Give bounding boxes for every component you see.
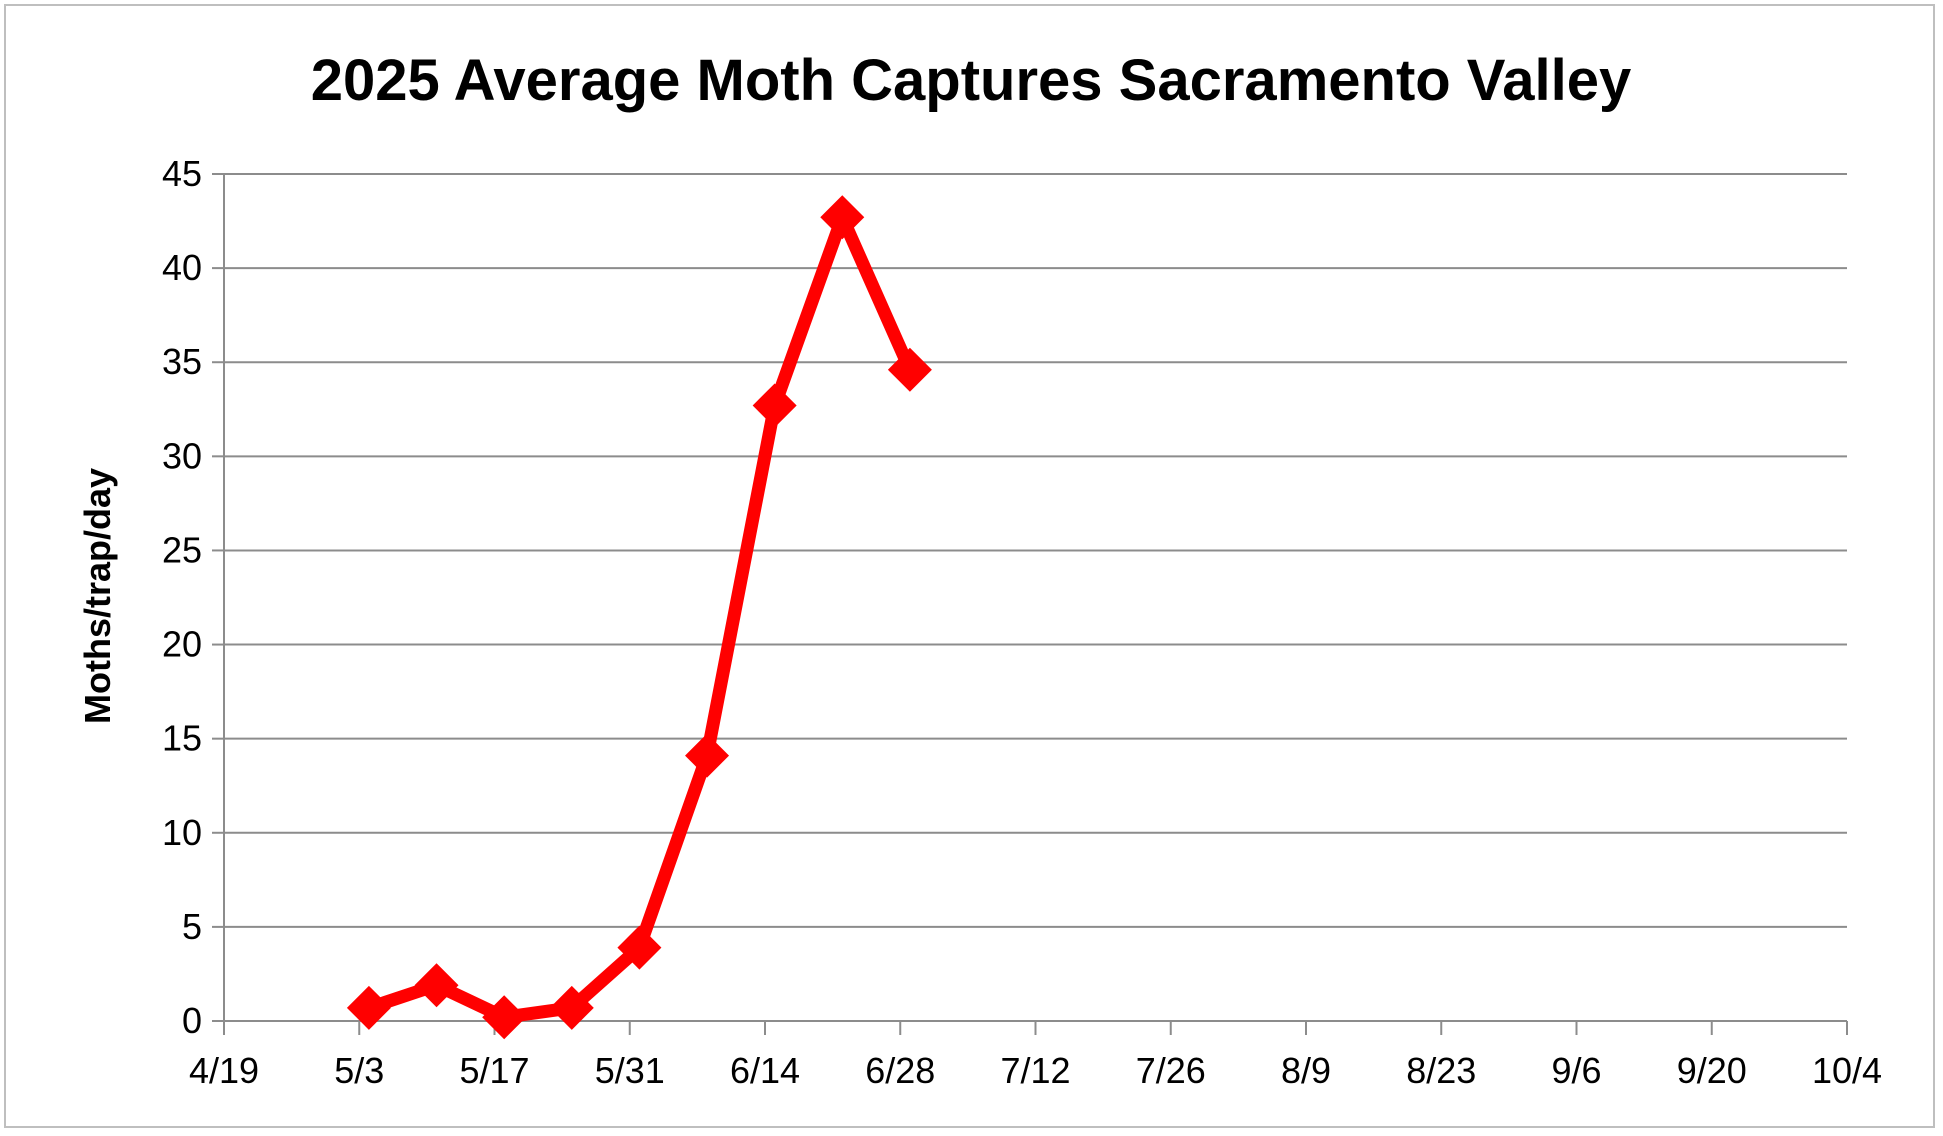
x-tick-label: 6/28 <box>865 1050 935 1091</box>
x-tick-label: 7/12 <box>1000 1050 1070 1091</box>
x-tick-label: 5/17 <box>459 1050 529 1091</box>
y-tick-label: 35 <box>162 341 202 382</box>
y-tick-label: 40 <box>162 247 202 288</box>
data-point-marker <box>617 925 662 970</box>
chart: 2025 Average Moth Captures Sacramento Va… <box>77 48 1882 1091</box>
series-line <box>362 210 917 1024</box>
data-point-marker <box>346 985 391 1030</box>
data-point-marker <box>820 195 865 240</box>
x-tick-label: 10/4 <box>1812 1050 1882 1091</box>
x-tick-label: 5/31 <box>595 1050 665 1091</box>
y-tick-label: 30 <box>162 435 202 476</box>
x-tick-label: 9/20 <box>1677 1050 1747 1091</box>
gridlines <box>224 173 1847 928</box>
y-tick-label: 5 <box>182 906 202 947</box>
data-point-marker <box>752 383 797 428</box>
chart-frame: 2025 Average Moth Captures Sacramento Va… <box>4 4 1935 1128</box>
x-tick-label: 8/23 <box>1406 1050 1476 1091</box>
y-tick-label: 0 <box>182 1000 202 1041</box>
x-tick-label: 9/6 <box>1551 1050 1601 1091</box>
data-point-marker <box>414 963 459 1008</box>
data-point-marker <box>685 733 730 778</box>
x-axis-ticks: 4/19 5/3 5/17 5/31 6/14 6/28 7/12 7/26 8/9 8/23 9/… <box>189 1021 1882 1091</box>
y-tick-label: 25 <box>162 529 202 570</box>
series-layer <box>346 195 932 1040</box>
y-axis-label: Moths/trap/day <box>77 468 118 724</box>
data-point-marker <box>549 985 594 1030</box>
x-tick-label: 4/19 <box>189 1050 259 1091</box>
chart-title: 2025 Average Moth Captures Sacramento Va… <box>311 48 1632 113</box>
y-tick-label: 10 <box>162 812 202 853</box>
y-tick-label: 45 <box>162 153 202 194</box>
y-axis-ticks: 0 5 10 15 20 25 30 35 40 45 <box>162 153 224 1041</box>
y-tick-label: 20 <box>162 624 202 665</box>
data-point-marker <box>482 995 527 1040</box>
x-tick-label: 6/14 <box>730 1050 800 1091</box>
y-tick-label: 15 <box>162 718 202 759</box>
x-tick-label: 7/26 <box>1136 1050 1206 1091</box>
x-tick-label: 8/9 <box>1281 1050 1331 1091</box>
x-tick-label: 5/3 <box>334 1050 384 1091</box>
data-point-marker <box>887 347 932 392</box>
axes <box>223 174 1847 1022</box>
